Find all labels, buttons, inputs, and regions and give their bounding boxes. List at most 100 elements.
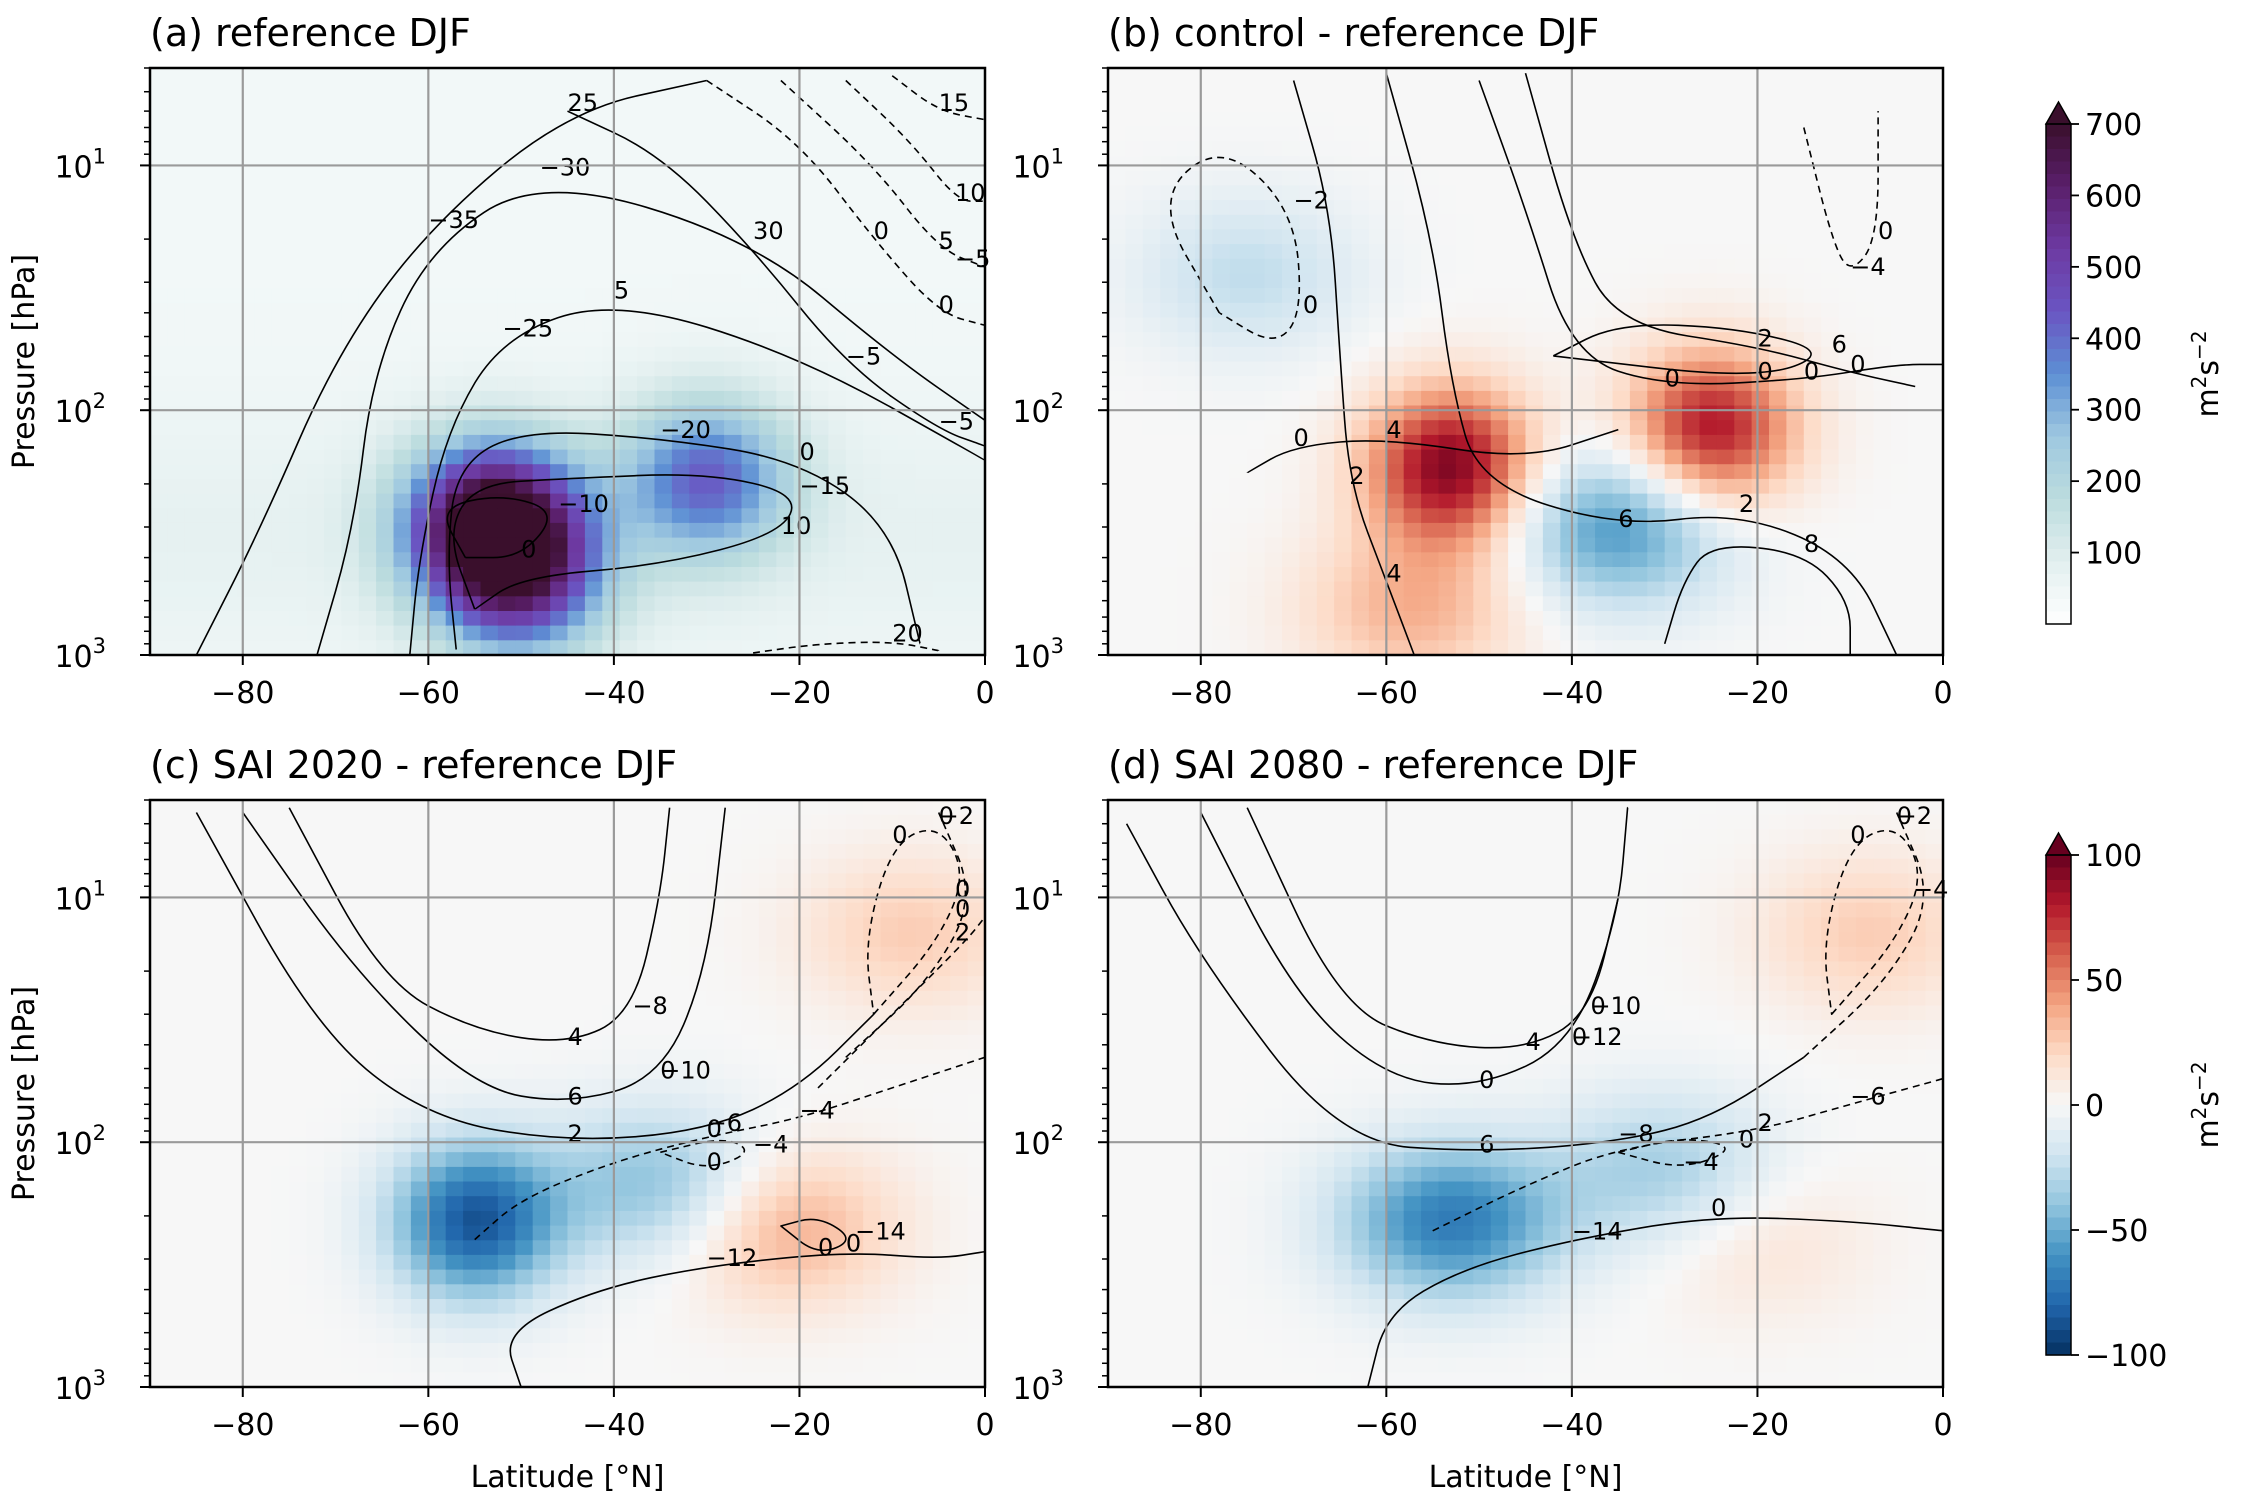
heatmap-cell [358, 1078, 377, 1095]
heatmap-cell [254, 508, 273, 524]
heatmap-cell [445, 229, 464, 245]
heatmap-cell [1125, 288, 1144, 304]
heatmap-cell [480, 508, 499, 524]
heatmap-cell [1560, 611, 1579, 627]
heatmap-cell [532, 625, 551, 641]
heatmap-cell [1299, 552, 1318, 568]
heatmap-cell [898, 156, 916, 172]
heatmap-cell [532, 1284, 551, 1300]
heatmap-cell [1629, 625, 1648, 641]
heatmap-cell [1821, 508, 1840, 524]
heatmap-cell [1838, 185, 1857, 201]
heatmap-cell [376, 1181, 395, 1197]
heatmap-cell [1595, 581, 1614, 597]
heatmap-cell [898, 596, 916, 612]
heatmap-cell [550, 97, 569, 113]
heatmap-cell [880, 185, 899, 201]
heatmap-cell [1786, 97, 1805, 113]
heatmap-cell [515, 508, 534, 524]
heatmap-cell [1612, 537, 1631, 553]
heatmap-cell [1612, 200, 1631, 216]
heatmap-cell [1508, 332, 1527, 348]
heatmap-cell [358, 1049, 377, 1065]
heatmap-cell [393, 156, 412, 172]
heatmap-cell [219, 946, 238, 963]
heatmap-cell [254, 1093, 273, 1109]
heatmap-cell [463, 625, 482, 641]
contour-label: 0 [874, 217, 889, 245]
heatmap-cell [341, 273, 360, 289]
heatmap-cell [184, 185, 203, 201]
heatmap-cell [671, 126, 690, 142]
heatmap-cell [950, 640, 969, 655]
heatmap-cell [341, 976, 360, 992]
heatmap-cell [1699, 141, 1718, 157]
heatmap-cell [341, 567, 360, 583]
heatmap-cell [219, 449, 238, 465]
heatmap-cell [219, 1343, 238, 1359]
heatmap-cell [1421, 346, 1440, 363]
heatmap-cell [1334, 640, 1353, 655]
heatmap-cell [532, 1240, 551, 1256]
heatmap-cell [1699, 82, 1718, 98]
heatmap-cell [1108, 449, 1126, 465]
heatmap-cell [289, 156, 308, 172]
heatmap-cell [463, 1078, 482, 1095]
heatmap-cell [1508, 214, 1527, 231]
heatmap-cell [1455, 229, 1474, 245]
heatmap-cell [1560, 522, 1579, 539]
heatmap-cell [1229, 611, 1248, 627]
heatmap-cell [410, 97, 429, 113]
y-tick-base: 10 [54, 150, 92, 185]
heatmap-cell [724, 361, 743, 377]
heatmap-cell [724, 82, 743, 98]
contour-label: 8 [1804, 530, 1819, 558]
heatmap-cell [393, 478, 412, 495]
heatmap-cell [341, 508, 360, 524]
heatmap-cell [515, 390, 534, 407]
heatmap-cell [811, 229, 829, 245]
heatmap-cell [898, 97, 916, 113]
heatmap-cell [289, 552, 308, 568]
heatmap-cell [202, 346, 221, 363]
heatmap-cell [1734, 288, 1753, 304]
heatmap-cell [1821, 596, 1840, 612]
heatmap-cell [1890, 302, 1909, 319]
heatmap-cell [167, 508, 186, 524]
heatmap-cell [1734, 346, 1753, 363]
heatmap-cell [1403, 405, 1422, 421]
heatmap-cell [1421, 640, 1440, 655]
heatmap-cell [515, 946, 534, 963]
heatmap-cell [324, 1005, 342, 1021]
heatmap-cell [1334, 522, 1353, 539]
heatmap-cell [358, 68, 377, 84]
heatmap-cell [324, 1034, 342, 1051]
heatmap-cell [1125, 611, 1144, 627]
heatmap-cell [1438, 567, 1457, 583]
heatmap-cell [967, 625, 985, 641]
heatmap-cell [463, 1137, 482, 1153]
heatmap-cell [776, 420, 795, 436]
heatmap-cell [480, 420, 499, 436]
heatmap-cell [167, 317, 186, 333]
heatmap-cell [1838, 552, 1857, 568]
heatmap-cell [254, 361, 273, 377]
heatmap-cell [150, 858, 168, 874]
heatmap-cell [376, 317, 395, 333]
heatmap-cell [1247, 478, 1266, 495]
heatmap-cell [341, 1343, 360, 1359]
heatmap-cell [1786, 390, 1805, 407]
heatmap-cell [724, 611, 743, 627]
heatmap-cell [306, 1299, 325, 1315]
heatmap-cell [497, 932, 516, 948]
heatmap-cell [237, 858, 255, 874]
heatmap-cell [150, 611, 168, 627]
y-tick-label: 101 [1012, 144, 1064, 185]
heatmap-cell [463, 493, 482, 509]
heatmap-cell [271, 1254, 290, 1271]
heatmap-cell [793, 625, 812, 641]
heatmap-cell [1299, 581, 1318, 597]
heatmap-cell [567, 376, 586, 392]
heatmap-cell [1890, 508, 1909, 524]
heatmap-cell [167, 1034, 186, 1051]
